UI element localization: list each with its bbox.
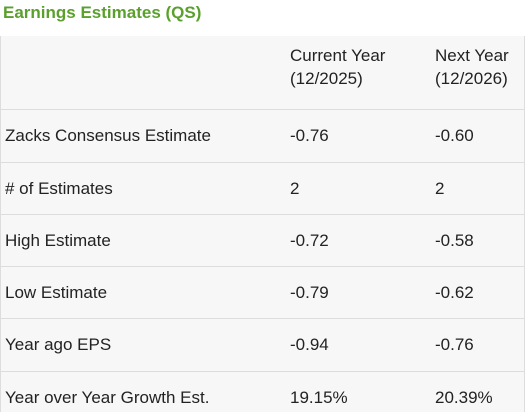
table-row-high-estimate: High Estimate -0.72 -0.58 — [1, 215, 524, 267]
row-label: # of Estimates — [5, 179, 113, 198]
next-year-value: -0.62 — [435, 283, 474, 302]
current-year-value: -0.79 — [290, 283, 329, 302]
next-year-value: 2 — [435, 179, 445, 198]
column-header-current-year: Current Year (12/2025) — [290, 46, 386, 88]
next-year-value: 20.39% — [435, 388, 493, 407]
table-row-yoy-growth: Year over Year Growth Est. 19.15% 20.39% — [1, 372, 524, 412]
row-label: High Estimate — [5, 231, 111, 250]
current-year-value: -0.94 — [290, 335, 329, 354]
table-row-year-ago-eps: Year ago EPS -0.94 -0.76 — [1, 319, 524, 372]
table-row-consensus: Zacks Consensus Estimate -0.76 -0.60 — [1, 110, 524, 163]
next-year-value: -0.76 — [435, 335, 474, 354]
row-label: Year over Year Growth Est. — [5, 388, 210, 407]
section-title: Earnings Estimates (QS) — [3, 3, 202, 22]
current-year-value: -0.76 — [290, 126, 329, 145]
earnings-estimates-table: Current Year (12/2025) Next Year (12/202… — [0, 36, 525, 412]
table-row-low-estimate: Low Estimate -0.79 -0.62 — [1, 267, 524, 319]
next-year-value: -0.60 — [435, 126, 474, 145]
table-row-num-estimates: # of Estimates 2 2 — [1, 163, 524, 215]
column-header-next-year: Next Year (12/2026) — [435, 46, 509, 88]
row-label: Zacks Consensus Estimate — [5, 126, 211, 145]
current-year-value: -0.72 — [290, 231, 329, 250]
table-header-row: Current Year (12/2025) Next Year (12/202… — [1, 36, 524, 110]
current-year-value: 19.15% — [290, 388, 348, 407]
next-year-value: -0.58 — [435, 231, 474, 250]
row-label: Year ago EPS — [5, 335, 112, 354]
row-label: Low Estimate — [5, 283, 108, 302]
current-year-value: 2 — [290, 179, 300, 198]
